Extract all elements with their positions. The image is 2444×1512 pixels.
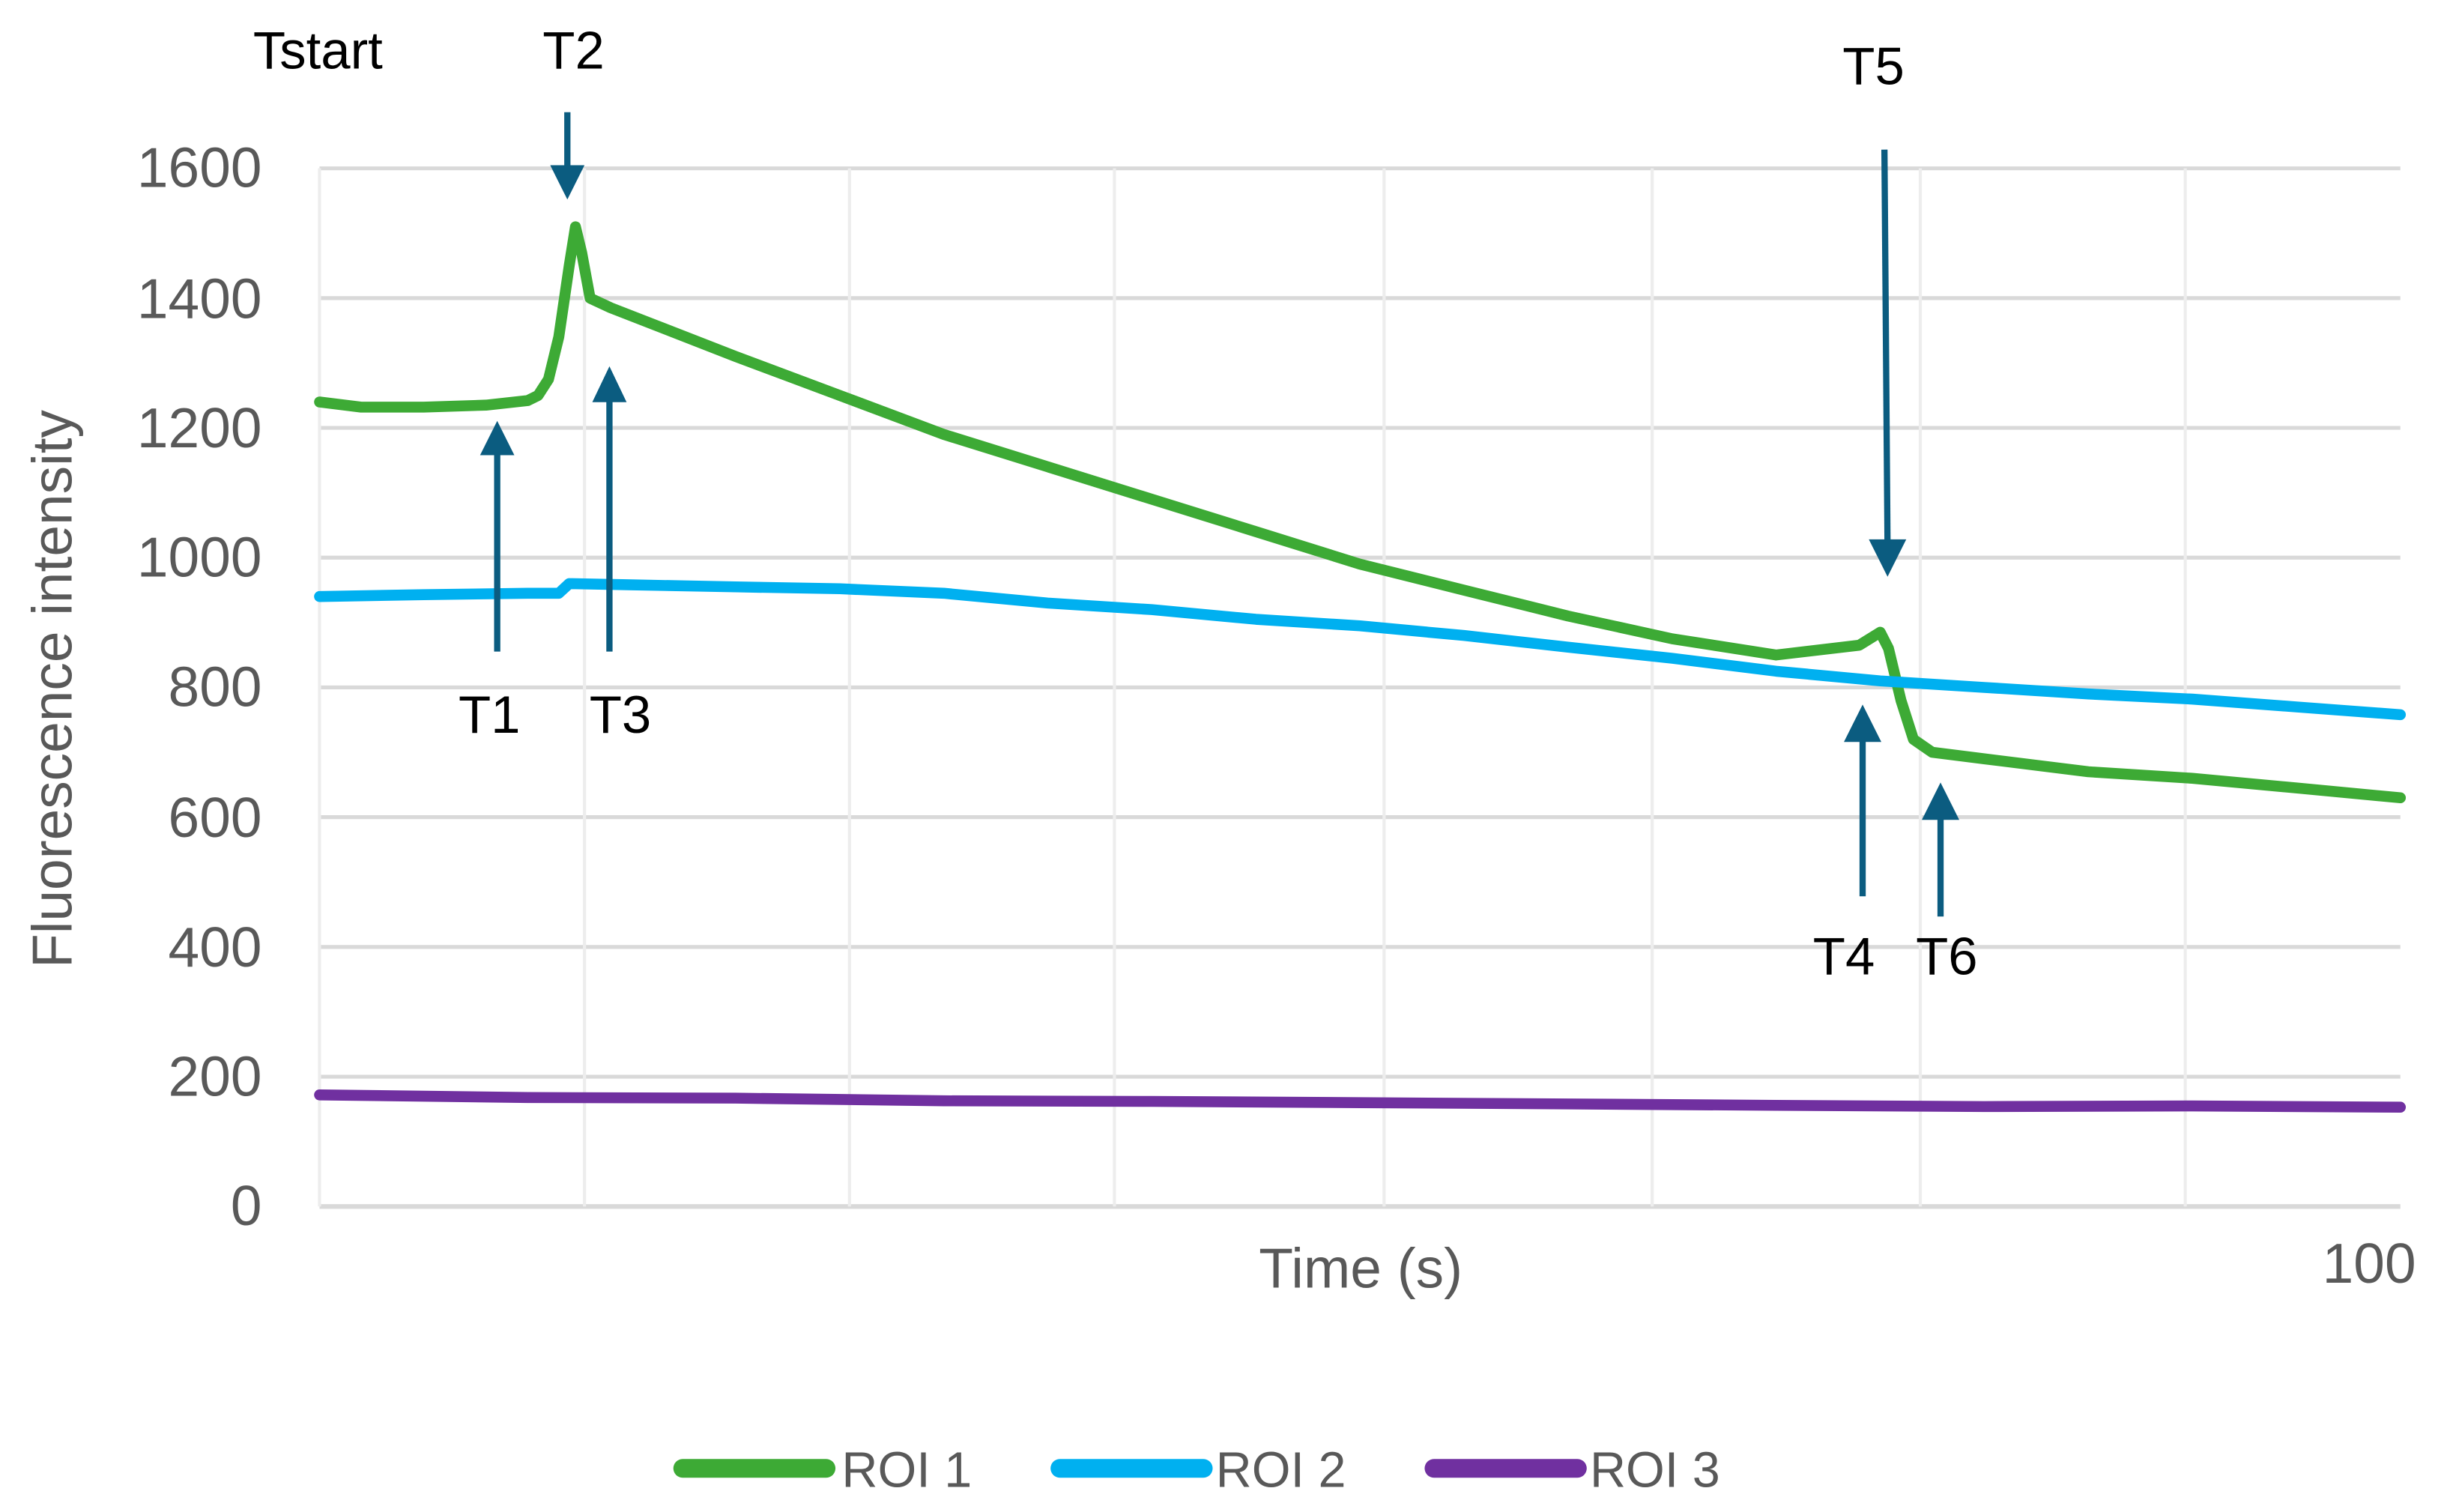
arrow-t5-down-icon — [1869, 149, 1907, 577]
label-t4: T4 — [1813, 926, 1875, 985]
y-tick-1200: 1200 — [137, 396, 262, 459]
annotation-arrows — [480, 112, 1960, 917]
legend-item-roi2[interactable]: ROI 2 — [1050, 1443, 1346, 1499]
label-t1: T1 — [459, 685, 521, 744]
x-axis-title: Time (s) — [1259, 1236, 1463, 1299]
legend-label-roi1: ROI 1 — [841, 1443, 972, 1499]
y-tick-1000: 1000 — [137, 526, 262, 589]
y-tick-1600: 1600 — [137, 136, 262, 199]
label-t2: T2 — [542, 21, 605, 80]
y-tick-0: 0 — [231, 1174, 262, 1237]
series-line-roi2 — [314, 578, 2407, 721]
series-line-roi3 — [314, 1089, 2407, 1113]
annotation-labels: Tstart T2 T5 T1 T3 T4 T6 — [253, 21, 1978, 986]
arrow-t6-up-icon — [1922, 782, 1960, 917]
y-axis-labels: 0 200 400 600 800 1000 1200 1400 1600 — [137, 136, 262, 1238]
label-t6: T6 — [1916, 926, 1978, 985]
y-tick-600: 600 — [169, 786, 262, 849]
legend-item-roi1[interactable]: ROI 1 — [673, 1443, 972, 1499]
y-tick-1400: 1400 — [137, 267, 262, 330]
y-axis-title: Fluorescence intensity — [21, 410, 84, 969]
y-tick-400: 400 — [169, 916, 262, 979]
series-line-roi1 — [314, 221, 2407, 804]
gridlines — [318, 166, 2401, 1209]
y-tick-800: 800 — [169, 655, 262, 718]
data-series — [314, 221, 2407, 1113]
label-t5: T5 — [1842, 36, 1905, 95]
legend-item-roi3[interactable]: ROI 3 — [1424, 1443, 1720, 1499]
y-tick-200: 200 — [169, 1045, 262, 1108]
arrow-t4-up-icon — [1844, 704, 1881, 897]
legend-label-roi3: ROI 3 — [1590, 1443, 1720, 1499]
x-tick-100: 100 — [2323, 1232, 2416, 1295]
label-t3: T3 — [590, 685, 652, 744]
label-tstart: Tstart — [253, 21, 383, 80]
arrow-t3-up-icon — [592, 366, 627, 652]
legend: ROI 1 ROI 2 ROI 3 — [673, 1443, 1720, 1499]
legend-label-roi2: ROI 2 — [1216, 1443, 1346, 1499]
arrow-t2-down-icon — [550, 112, 585, 200]
arrow-t1-up-icon — [480, 420, 515, 652]
